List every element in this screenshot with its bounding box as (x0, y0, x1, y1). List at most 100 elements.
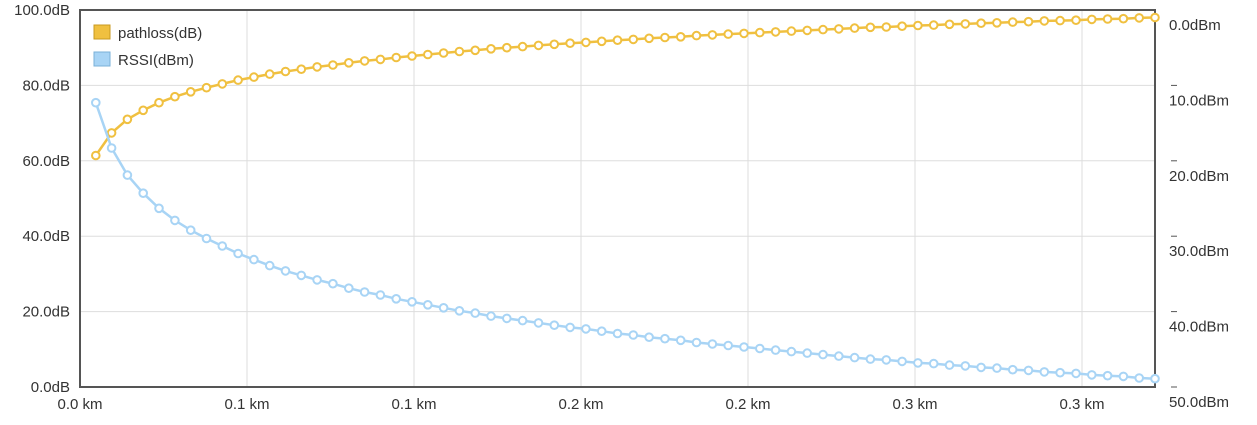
rssi-point[interactable] (280, 266, 291, 276)
rssi-point[interactable] (391, 294, 402, 304)
rssi-point[interactable] (1087, 370, 1097, 380)
pathloss-point[interactable] (691, 30, 702, 41)
pathloss-point[interactable] (470, 45, 481, 56)
rssi-point[interactable] (928, 358, 939, 369)
rssi-point[interactable] (992, 363, 1002, 373)
pathloss-point[interactable] (359, 56, 370, 66)
pathloss-point[interactable] (565, 38, 575, 49)
rssi-point[interactable] (438, 303, 449, 313)
rssi-point[interactable] (1039, 367, 1050, 377)
rssi-point[interactable] (960, 361, 971, 371)
pathloss-point[interactable] (739, 28, 749, 39)
rssi-point[interactable] (328, 278, 338, 289)
pathloss-point[interactable] (928, 20, 939, 30)
pathloss-point[interactable] (201, 82, 212, 93)
pathloss-point[interactable] (1039, 16, 1050, 26)
pathloss-point[interactable] (992, 18, 1002, 28)
pathloss-point[interactable] (312, 62, 322, 72)
rssi-point[interactable] (802, 348, 813, 358)
rssi-point[interactable] (359, 287, 370, 297)
pathloss-point[interactable] (897, 21, 907, 32)
rssi-point[interactable] (454, 306, 465, 316)
rssi-point[interactable] (944, 360, 955, 370)
pathloss-point[interactable] (106, 128, 117, 138)
rssi-point[interactable] (217, 241, 228, 251)
rssi-point[interactable] (502, 313, 512, 324)
rssi-point[interactable] (344, 283, 354, 294)
pathloss-point[interactable] (328, 60, 338, 70)
rssi-point[interactable] (612, 328, 623, 339)
rssi-point[interactable] (249, 254, 259, 265)
rssi-point[interactable] (818, 349, 828, 360)
pathloss-point[interactable] (517, 41, 528, 52)
pathloss-point[interactable] (944, 19, 955, 30)
rssi-point[interactable] (1118, 371, 1129, 382)
pathloss-point[interactable] (1007, 17, 1018, 27)
pathloss-point[interactable] (1150, 12, 1160, 23)
pathloss-point[interactable] (723, 29, 734, 39)
rssi-point[interactable] (770, 345, 781, 355)
pathloss-point[interactable] (612, 35, 623, 46)
rssi-point[interactable] (1007, 364, 1018, 375)
pathloss-point[interactable] (249, 72, 259, 82)
pathloss-point[interactable] (375, 54, 386, 65)
pathloss-point[interactable] (881, 22, 892, 32)
rssi-point[interactable] (122, 170, 133, 180)
legend[interactable]: pathloss(dB) RSSI(dBm) (93, 24, 202, 69)
rssi-point[interactable] (264, 260, 275, 271)
pathloss-point[interactable] (1118, 13, 1129, 24)
pathloss-point[interactable] (533, 40, 544, 51)
rssi-point[interactable] (691, 337, 702, 348)
rssi-point[interactable] (565, 322, 575, 333)
pathloss-point[interactable] (628, 34, 639, 45)
pathloss-point[interactable] (438, 48, 449, 58)
pathloss-point[interactable] (280, 66, 291, 77)
pathloss-point[interactable] (786, 26, 797, 36)
rssi-point[interactable] (675, 335, 686, 346)
rssi-point[interactable] (723, 340, 734, 351)
rssi-point[interactable] (170, 215, 180, 226)
rssi-point[interactable] (834, 351, 844, 361)
pathloss-point[interactable] (264, 69, 275, 79)
rssi-point[interactable] (91, 97, 101, 108)
pathloss-point[interactable] (818, 24, 828, 35)
pathloss-point[interactable] (170, 91, 180, 102)
legend-label-rssi[interactable]: RSSI(dBm) (118, 52, 194, 69)
pathloss-point[interactable] (770, 27, 781, 37)
pathloss-point[interactable] (91, 150, 101, 161)
rssi-point[interactable] (865, 354, 876, 364)
rssi-point[interactable] (312, 275, 322, 285)
pathloss-point[interactable] (960, 19, 971, 29)
rssi-point[interactable] (185, 225, 196, 235)
pathloss-point[interactable] (675, 32, 686, 42)
rssi-point[interactable] (596, 326, 607, 337)
pathloss-point[interactable] (154, 97, 164, 108)
rssi-point[interactable] (1150, 373, 1160, 384)
pathloss-point[interactable] (581, 37, 591, 48)
pathloss-point[interactable] (486, 44, 496, 54)
pathloss-point[interactable] (217, 79, 228, 89)
pathloss-point[interactable] (644, 33, 654, 44)
pathloss-point[interactable] (849, 23, 860, 33)
rssi-point[interactable] (517, 315, 528, 326)
pathloss-point[interactable] (549, 39, 560, 50)
rssi-point[interactable] (154, 203, 164, 214)
rssi-point[interactable] (375, 290, 386, 300)
rssi-point[interactable] (644, 332, 654, 343)
pathloss-point[interactable] (1134, 13, 1144, 23)
legend-swatch-rssi[interactable] (93, 51, 111, 67)
rssi-point[interactable] (897, 356, 907, 367)
rssi-point[interactable] (881, 355, 892, 365)
rssi-point[interactable] (660, 333, 670, 344)
rssi-point[interactable] (628, 330, 639, 340)
pathloss-point[interactable] (1055, 15, 1065, 26)
rssi-point[interactable] (486, 311, 496, 321)
rssi-point[interactable] (1055, 367, 1065, 378)
pathloss-point[interactable] (233, 75, 243, 85)
pathloss-point[interactable] (707, 30, 718, 40)
pathloss-point[interactable] (502, 42, 512, 53)
pathloss-point[interactable] (122, 114, 133, 125)
rssi-point[interactable] (201, 233, 212, 244)
pathloss-point[interactable] (913, 20, 923, 31)
rssi-point[interactable] (138, 188, 148, 198)
